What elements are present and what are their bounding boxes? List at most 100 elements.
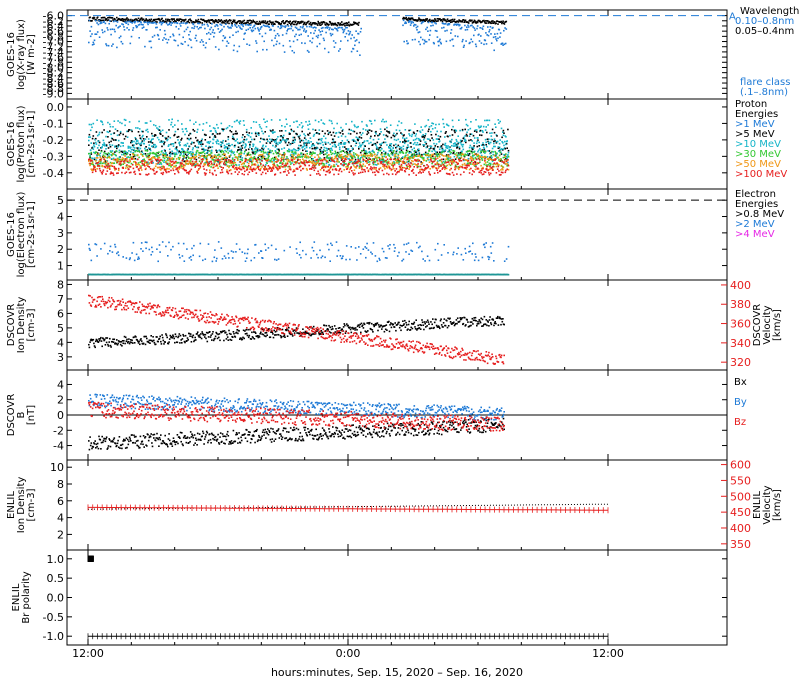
data-point — [187, 44, 190, 47]
data-point — [239, 20, 242, 22]
data-point — [477, 137, 479, 139]
data-point — [153, 19, 156, 22]
data-point — [465, 154, 468, 156]
data-point — [114, 151, 116, 153]
data-point — [404, 129, 407, 131]
data-point — [122, 133, 124, 136]
data-point — [305, 138, 307, 141]
data-point — [136, 25, 139, 28]
data-point — [409, 142, 412, 144]
data-point — [313, 161, 316, 164]
data-point — [386, 161, 388, 164]
data-point — [175, 146, 178, 148]
data-point — [347, 132, 350, 135]
data-point — [431, 155, 434, 158]
data-point — [507, 154, 509, 156]
data-point — [287, 170, 289, 172]
data-point — [482, 144, 484, 146]
data-point — [151, 138, 153, 141]
data-point — [439, 146, 442, 149]
data-point — [208, 154, 210, 156]
data-point — [489, 26, 492, 28]
data-point — [483, 43, 485, 46]
data-point — [285, 140, 287, 143]
data-point — [90, 123, 93, 126]
data-point — [462, 143, 465, 146]
data-point — [332, 28, 334, 31]
data-point — [88, 19, 91, 22]
data-point — [342, 146, 344, 148]
data-point — [324, 153, 327, 155]
data-point — [454, 143, 457, 146]
data-point — [345, 148, 347, 150]
data-point — [94, 33, 96, 35]
data-point — [267, 158, 269, 160]
data-point — [237, 30, 239, 33]
data-point — [298, 137, 301, 140]
data-point — [223, 159, 226, 161]
data-point — [189, 157, 191, 160]
data-point — [228, 147, 230, 150]
data-point — [343, 161, 345, 164]
data-point — [134, 173, 137, 175]
data-point — [445, 146, 448, 149]
data-point — [437, 146, 439, 148]
data-point — [464, 29, 467, 31]
data-point — [95, 151, 98, 154]
data-point — [459, 151, 462, 154]
data-point — [268, 160, 270, 163]
data-point — [412, 143, 415, 145]
data-point — [348, 25, 351, 27]
data-point — [151, 22, 153, 24]
data-point — [271, 150, 273, 152]
data-point — [416, 164, 419, 166]
data-point — [237, 146, 240, 148]
data-point — [429, 29, 432, 32]
data-point — [459, 165, 462, 168]
data-point — [424, 125, 426, 128]
data-point — [248, 132, 251, 134]
data-point — [186, 151, 189, 153]
data-point — [179, 165, 181, 168]
data-point — [138, 37, 140, 39]
data-point — [265, 151, 267, 154]
series-xray-1 — [88, 19, 508, 56]
data-point — [209, 150, 211, 152]
data-point — [228, 144, 230, 147]
data-point — [240, 154, 242, 157]
data-point — [242, 120, 245, 122]
data-point — [261, 159, 263, 162]
data-point — [285, 32, 288, 35]
data-point — [488, 157, 491, 160]
data-point — [346, 139, 349, 141]
data-point — [186, 160, 189, 162]
data-point — [286, 20, 288, 22]
data-point — [119, 19, 122, 21]
data-point — [188, 157, 190, 159]
data-point — [395, 139, 398, 142]
data-point — [112, 19, 114, 21]
data-point — [415, 151, 417, 154]
data-point — [434, 22, 436, 24]
data-point — [214, 19, 217, 21]
data-point — [147, 156, 150, 159]
data-point — [108, 165, 110, 167]
data-point — [142, 24, 144, 26]
data-point — [465, 141, 467, 144]
data-point — [251, 26, 254, 29]
data-point — [492, 20, 494, 22]
data-point — [421, 21, 423, 24]
data-point — [418, 153, 421, 155]
data-point — [131, 148, 134, 151]
data-point — [228, 150, 231, 152]
data-point — [469, 150, 472, 153]
data-point — [114, 139, 117, 141]
data-point — [321, 167, 323, 169]
data-point — [466, 150, 468, 153]
data-point — [161, 129, 164, 132]
data-point — [270, 170, 272, 172]
data-point — [231, 22, 233, 25]
data-point — [262, 132, 265, 135]
data-point — [227, 42, 230, 44]
data-point — [348, 21, 350, 24]
